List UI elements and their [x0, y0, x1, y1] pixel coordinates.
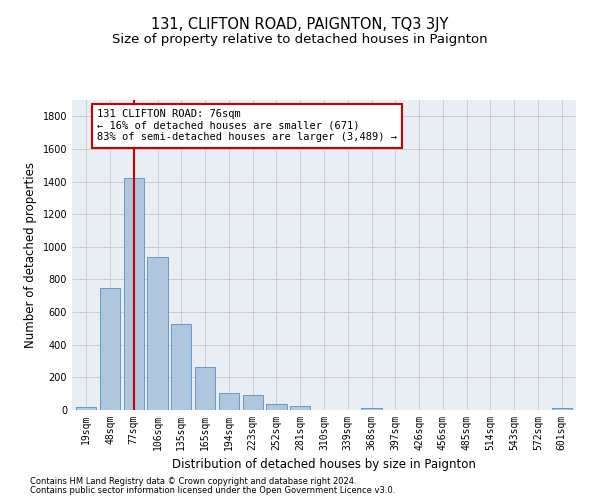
Text: Size of property relative to detached houses in Paignton: Size of property relative to detached ho… [112, 32, 488, 46]
Bar [361, 408, 382, 410]
Bar [171, 324, 191, 410]
Text: 131, CLIFTON ROAD, PAIGNTON, TQ3 3JY: 131, CLIFTON ROAD, PAIGNTON, TQ3 3JY [151, 18, 449, 32]
Bar [148, 256, 167, 410]
Bar [290, 406, 310, 410]
Bar [76, 406, 97, 410]
Bar [242, 395, 263, 410]
Text: 131 CLIFTON ROAD: 76sqm
← 16% of detached houses are smaller (671)
83% of semi-d: 131 CLIFTON ROAD: 76sqm ← 16% of detache… [97, 110, 397, 142]
Bar [219, 393, 239, 410]
Bar [100, 288, 120, 410]
Bar [195, 367, 215, 410]
Bar [551, 408, 572, 410]
Text: Contains public sector information licensed under the Open Government Licence v3: Contains public sector information licen… [30, 486, 395, 495]
Y-axis label: Number of detached properties: Number of detached properties [24, 162, 37, 348]
Bar [266, 404, 287, 410]
Text: Contains HM Land Registry data © Crown copyright and database right 2024.: Contains HM Land Registry data © Crown c… [30, 477, 356, 486]
Bar [124, 178, 144, 410]
X-axis label: Distribution of detached houses by size in Paignton: Distribution of detached houses by size … [172, 458, 476, 471]
